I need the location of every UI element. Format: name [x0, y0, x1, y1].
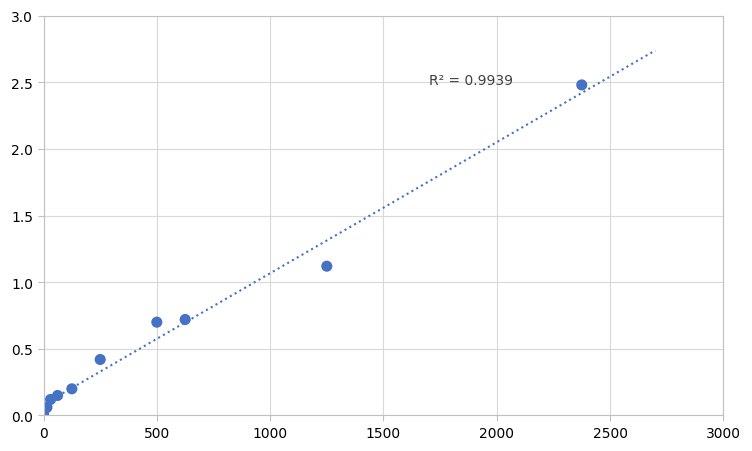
Point [576, 82, 588, 89]
Point [38, 410, 50, 418]
Point [44, 396, 56, 403]
Point [94, 356, 106, 364]
Point [41, 404, 53, 411]
Text: R² = 0.9939: R² = 0.9939 [429, 74, 513, 87]
Point [52, 392, 64, 399]
Point [151, 319, 163, 326]
Point [321, 263, 333, 270]
Point [179, 316, 191, 323]
Point [66, 385, 78, 392]
